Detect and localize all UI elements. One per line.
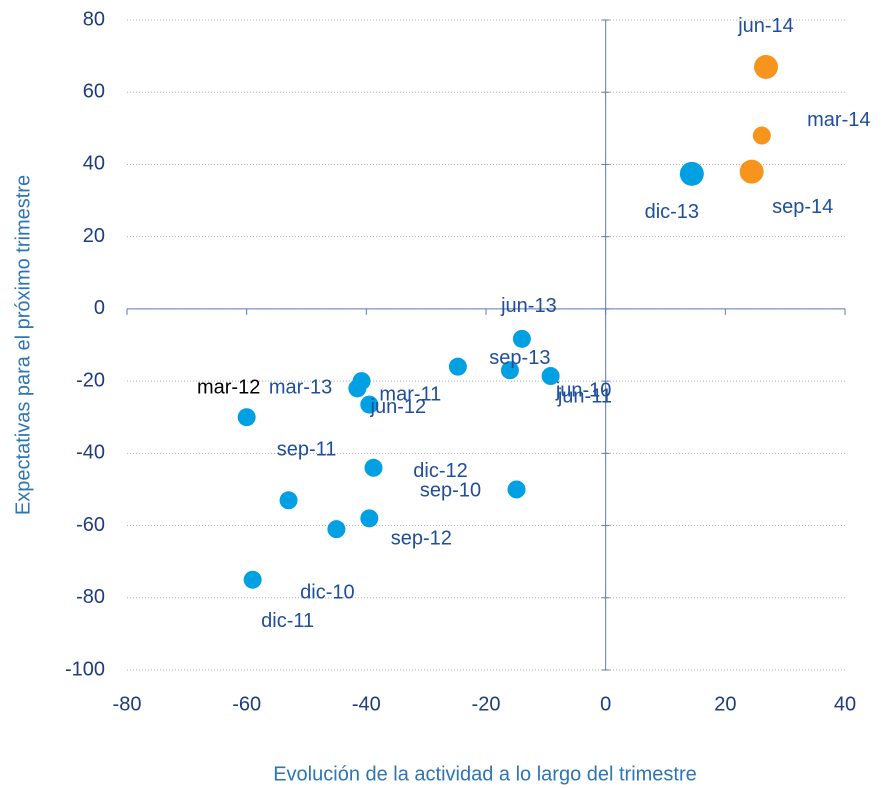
point	[364, 458, 383, 477]
x-tick-label: 20	[714, 693, 736, 715]
point	[512, 329, 531, 348]
point-label: sep-13	[489, 347, 550, 369]
y-tick-label: -60	[76, 514, 105, 536]
point-label: jun-10	[555, 379, 612, 401]
point	[237, 408, 256, 427]
y-tick-label: 80	[83, 8, 105, 30]
point-label: dic-10	[300, 581, 354, 603]
point	[360, 509, 379, 528]
point-label: sep-10	[420, 480, 481, 502]
y-axis-title: Expectativas para el próximo trimestre	[12, 175, 34, 515]
x-tick-label: -60	[232, 693, 261, 715]
point-label: sep-11	[277, 439, 337, 461]
y-tick-label: -40	[76, 442, 105, 464]
y-tick-label: 0	[94, 297, 105, 319]
point-label: dic-13	[645, 201, 699, 223]
x-tick-label: 0	[600, 693, 611, 715]
y-tick-label: -100	[65, 658, 105, 680]
point	[243, 570, 262, 589]
y-tick-label: -80	[76, 586, 105, 608]
point-label: dic-12	[413, 460, 467, 482]
y-tick-label: 40	[83, 153, 105, 175]
y-tick-label: 60	[83, 81, 105, 103]
point	[752, 126, 771, 145]
point	[754, 54, 779, 79]
y-tick-label: 20	[83, 225, 105, 247]
x-tick-label: -80	[113, 693, 142, 715]
point-label: mar-13	[269, 376, 332, 398]
point-label: mar-12	[197, 377, 260, 399]
point	[507, 480, 526, 499]
point	[448, 357, 467, 376]
y-tick-label: -20	[76, 369, 105, 391]
point	[739, 159, 764, 184]
x-tick-label: 40	[834, 693, 856, 715]
point-label: dic-11	[261, 610, 314, 632]
point	[541, 367, 560, 386]
point	[500, 361, 519, 380]
point-label: jun-12	[370, 396, 427, 418]
point-label: sep-14	[772, 196, 833, 218]
x-tick-label: -40	[352, 693, 381, 715]
point-label: mar-14	[807, 109, 870, 131]
point	[327, 520, 346, 539]
point-label: jun-11	[557, 386, 612, 408]
x-axis-title: Evolución de la actividad a lo largo del…	[273, 763, 697, 785]
x-tick-label: -20	[472, 693, 501, 715]
point	[348, 379, 367, 398]
point-label: jun-14	[737, 15, 794, 37]
point-label: mar-11	[379, 384, 441, 406]
point	[279, 491, 298, 510]
point-label: jun-13	[500, 295, 557, 317]
point	[679, 161, 704, 186]
point-label: sep-12	[391, 528, 452, 550]
point	[360, 395, 379, 414]
